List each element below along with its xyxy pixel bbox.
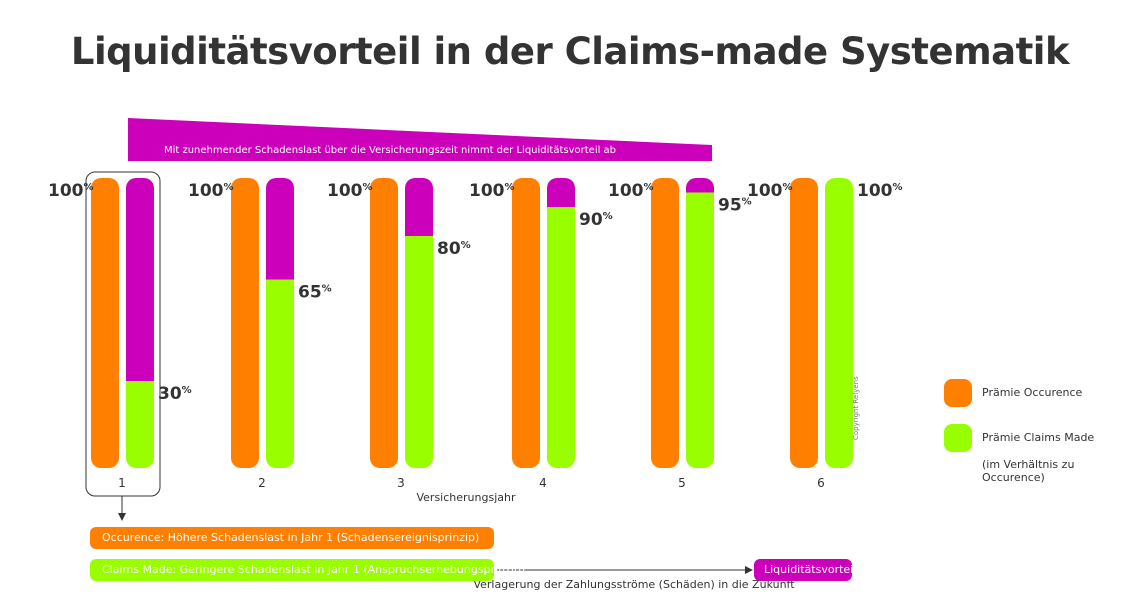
occurence-label-5: 100% <box>608 181 654 201</box>
banner-text: Mit zunehmender Schadenslast über die Ve… <box>164 145 616 156</box>
bars-group: 100%30%1100%65%2100%80%3100%90%4100%95%5… <box>48 178 903 490</box>
claims-made-label-3: 80% <box>437 239 471 259</box>
liquidity-advantage-segment-3 <box>405 178 433 236</box>
copyright-text: Copyright Relyens <box>852 376 860 440</box>
occurence-label-4: 100% <box>469 181 515 201</box>
liquidity-advantage-badge: Liquiditätsvorteil <box>754 559 856 581</box>
page-title: Liquiditätsvorteil in der Claims-made Sy… <box>70 30 1070 73</box>
claims-made-label-6: 100% <box>857 181 903 201</box>
claims-made-bar-1 <box>126 381 154 468</box>
x-tick-label-6: 6 <box>817 476 825 490</box>
liquidity-advantage-segment-2 <box>266 178 294 280</box>
claims-made-bar-5 <box>686 192 714 468</box>
claims-made-label-2: 65% <box>298 283 332 303</box>
occurence-bar-1 <box>91 178 119 468</box>
claims-made-bar-4 <box>547 207 575 468</box>
shift-arrow-head <box>745 566 753 574</box>
x-tick-label-2: 2 <box>258 476 266 490</box>
down-arrow-head <box>118 513 126 521</box>
claims-made-note: Claims Made: Geringere Schadenslast in J… <box>90 559 525 581</box>
x-tick-label-4: 4 <box>539 476 547 490</box>
legend-swatch-claims-made <box>944 424 972 452</box>
shift-label: Verlagerung der Zahlungsströme (Schäden)… <box>473 578 795 591</box>
occurence-bar-4 <box>512 178 540 468</box>
claims-made-label-5: 95% <box>718 196 752 216</box>
claims-made-label-1: 30% <box>158 384 192 404</box>
occurence-label-3: 100% <box>327 181 373 201</box>
occurence-bar-6 <box>790 178 818 468</box>
legend-swatch-occurence <box>944 379 972 407</box>
claims-made-bar-6 <box>825 178 853 468</box>
occurence-note: Occurence: Höhere Schadenslast in Jahr 1… <box>90 527 494 549</box>
x-tick-label-5: 5 <box>678 476 686 490</box>
claims-made-label-4: 90% <box>579 210 613 230</box>
claims-made-bar-2 <box>266 279 294 468</box>
banner-wedge <box>128 118 712 161</box>
occurence-label-6: 100% <box>747 181 793 201</box>
occurence-bar-5 <box>651 178 679 468</box>
occurence-bar-3 <box>370 178 398 468</box>
year-1-highlight-box <box>85 171 161 497</box>
legend-label-occurence: Prämie Occurence <box>982 386 1083 399</box>
occurence-label-1: 100% <box>48 181 94 201</box>
liquidity-advantage-segment-1 <box>126 178 154 381</box>
x-tick-label-1: 1 <box>118 476 126 490</box>
occurence-label-2: 100% <box>188 181 234 201</box>
liquidity-advantage-segment-4 <box>547 178 575 207</box>
legend-label-claims-made-note: (im Verhältnis zu Occurence) <box>982 458 1075 484</box>
x-axis-label: Versicherungsjahr <box>416 491 515 504</box>
occurence-bar-2 <box>231 178 259 468</box>
x-tick-label-3: 3 <box>397 476 405 490</box>
claims-made-bar-3 <box>405 236 433 468</box>
legend-label-claims-made: Prämie Claims Made <box>982 431 1095 444</box>
liquidity-advantage-segment-5 <box>686 178 714 193</box>
